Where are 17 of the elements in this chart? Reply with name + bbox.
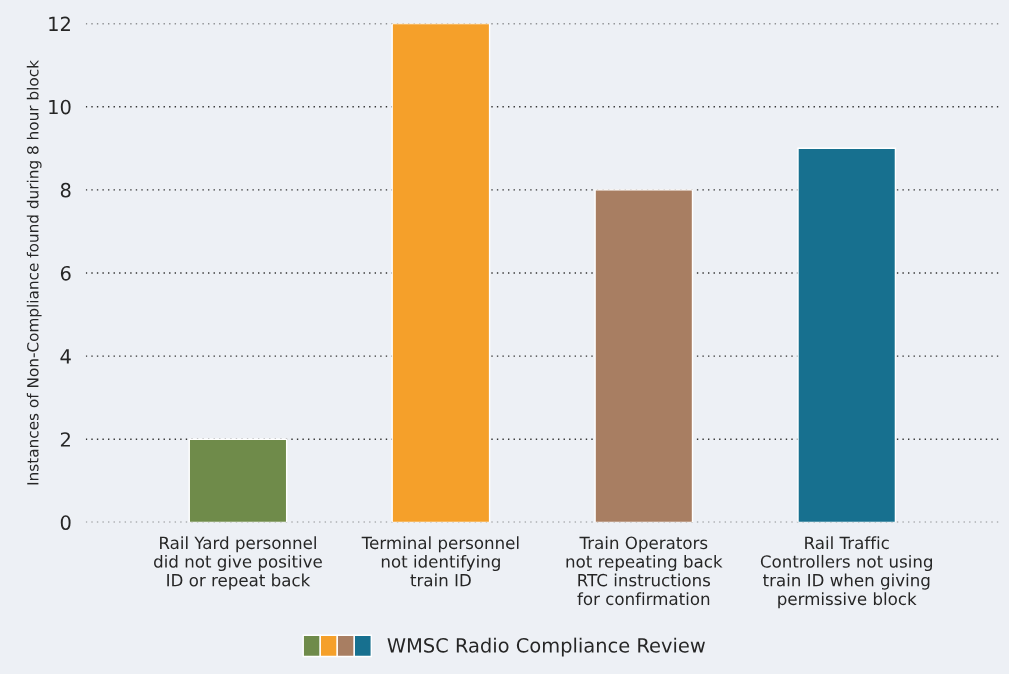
x-tick-label: Train Operators not repeating back RTC instructions for confirmation	[566, 536, 723, 606]
y-tick-label: 8	[60, 182, 71, 198]
y-tick-label: 4	[60, 349, 71, 364]
bar	[797, 147, 897, 523]
x-tick-label: Terminal personnel not identifying train ID	[361, 536, 519, 587]
bar	[594, 189, 694, 523]
y-tick-label: 0	[60, 515, 71, 531]
legend-label: WMSC Radio Compliance Review	[387, 637, 705, 657]
y-tick-label: 2	[60, 432, 70, 447]
y-axis-title: Instances of Non-Compliance found during 8 hour block	[26, 60, 42, 485]
bar	[188, 438, 288, 523]
x-tick-label: Rail Traffic Controllers not using train ID when giving permissive block	[760, 536, 932, 609]
y-tick-label: 12	[49, 16, 70, 31]
bar	[391, 23, 491, 523]
y-tick-label: 6	[60, 265, 71, 281]
y-tick-label: 10	[49, 99, 71, 115]
x-tick-label: Rail Yard personnel did not give positive ID or repeat back	[154, 536, 322, 590]
